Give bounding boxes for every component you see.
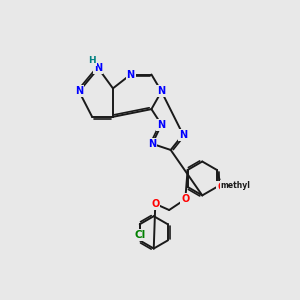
Text: N: N [94,63,102,73]
Text: O: O [181,194,189,204]
Text: H: H [88,56,96,65]
Text: Cl: Cl [134,230,146,240]
Text: N: N [75,86,83,96]
Text: N: N [148,139,156,149]
Text: N: N [179,130,187,140]
Text: methyl: methyl [220,181,250,190]
Text: O: O [151,199,159,209]
Text: N: N [158,86,166,96]
Text: N: N [127,70,135,80]
Text: N: N [158,119,166,130]
Text: O: O [218,182,226,192]
